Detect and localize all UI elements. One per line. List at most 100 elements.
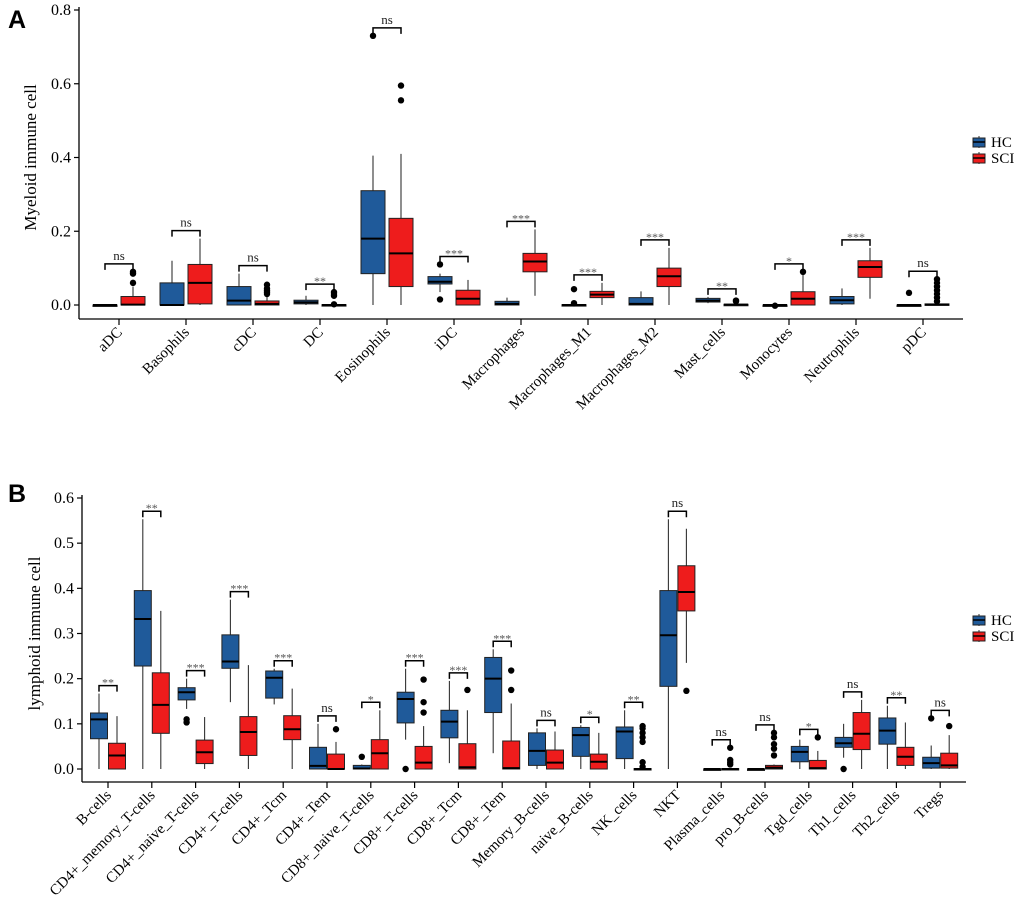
outlier-point — [639, 734, 646, 741]
box-hc — [293, 295, 319, 305]
y-tick-label: 0.0 — [54, 761, 74, 778]
y-tick-label: 0.4 — [54, 580, 74, 597]
panel-b: B 0.0 0.1 0.2 0.3 0.4 0.5 0.6 lymphoid immune ce… — [8, 480, 1014, 899]
significance-bracket — [317, 715, 337, 722]
significance-label: * — [786, 254, 792, 268]
x-tick-label: Eosinophils — [332, 324, 394, 386]
significance-label: * — [806, 719, 812, 733]
significance-label: *** — [187, 661, 205, 675]
box-sci — [522, 229, 548, 296]
significance-label: *** — [445, 246, 463, 260]
significance-label: * — [587, 707, 593, 721]
significance-bracket — [506, 220, 536, 228]
box-sci — [721, 744, 740, 771]
panel-label: A — [8, 6, 26, 34]
outlier-point — [420, 709, 427, 716]
significance-bracket — [842, 691, 863, 698]
significance-label: ns — [759, 709, 771, 724]
box-body — [239, 716, 258, 756]
box-hc — [265, 668, 284, 705]
box-hc — [615, 710, 634, 769]
box-body — [458, 743, 477, 770]
box-body — [90, 712, 108, 740]
box-sci — [633, 722, 652, 771]
significance-label: ** — [102, 676, 114, 690]
outlier-point — [508, 667, 515, 674]
outlier-point — [814, 734, 821, 741]
box-sci — [455, 279, 481, 306]
x-tick-label: Basophils — [140, 324, 193, 377]
box-body — [528, 732, 546, 766]
outlier-point — [639, 759, 646, 766]
significance-bracket — [372, 27, 402, 34]
y-tick-label: 0.3 — [54, 626, 74, 643]
outlier-point — [397, 82, 405, 89]
significance-label: ns — [847, 676, 859, 691]
significance-label: *** — [847, 230, 865, 244]
box-sci — [589, 732, 608, 770]
significance-bracket — [98, 684, 118, 692]
significance-bracket — [439, 255, 469, 263]
outlier-point — [770, 734, 778, 741]
x-tick-label: Th1_cells — [806, 787, 859, 840]
y-tick-label: 0.1 — [54, 716, 74, 733]
box-hc — [90, 693, 108, 769]
box-hc — [922, 715, 941, 769]
box-hc — [829, 288, 855, 305]
significance-label: ns — [540, 704, 552, 719]
outlier-point — [639, 738, 646, 746]
box-body — [659, 590, 678, 687]
outlier-point — [771, 302, 779, 309]
box-body — [414, 745, 433, 770]
box-hc — [878, 705, 897, 769]
box-sci — [254, 281, 280, 306]
significance-label: ns — [113, 248, 125, 263]
legend-item-hc: HC — [972, 135, 1012, 151]
box-sci — [458, 686, 477, 770]
significance-bracket — [273, 659, 293, 667]
legend-item-hc: HC — [972, 613, 1012, 629]
box-body — [857, 260, 883, 278]
outlier-point — [330, 288, 338, 296]
significance-label: ns — [715, 724, 727, 739]
box-hc — [440, 680, 459, 764]
box-sci — [852, 699, 871, 769]
outlier-point — [946, 722, 953, 730]
box-body — [852, 712, 871, 751]
box-body — [309, 746, 327, 770]
y-axis-title: lymphoid immune cell — [25, 556, 44, 710]
significance-label: * — [368, 692, 374, 706]
outlier-point — [928, 715, 935, 722]
box-body — [221, 634, 240, 669]
box-sci — [656, 247, 682, 305]
box-body — [677, 565, 696, 612]
box-sci — [195, 717, 214, 769]
box-sci — [120, 268, 146, 306]
significance-bracket — [171, 229, 201, 237]
outlier-point — [570, 285, 578, 293]
outlier-point — [840, 765, 847, 773]
outlier-point — [129, 279, 137, 287]
significance-label: *** — [449, 663, 467, 677]
box-hc — [309, 723, 327, 770]
significance-label: *** — [512, 211, 530, 225]
box-sci — [414, 676, 433, 770]
x-tick-label: Mast_cells — [672, 324, 729, 381]
box-body — [484, 656, 503, 714]
outlier-point — [420, 676, 427, 683]
outlier-point — [639, 763, 646, 770]
box-hc — [221, 599, 240, 703]
outlier-point — [770, 740, 778, 748]
box-body — [571, 726, 590, 757]
outlier-point — [770, 752, 778, 759]
x-tick-label: NK_cells — [589, 787, 640, 838]
box-hc — [226, 273, 252, 306]
box-hc — [703, 768, 722, 771]
significance-label: ns — [672, 495, 684, 510]
outlier-point — [727, 744, 734, 751]
outlier-point — [639, 722, 646, 730]
significance-label: ns — [180, 215, 192, 230]
x-tick-label: Macrophages — [459, 324, 528, 393]
box-sci — [723, 297, 749, 307]
significance-label: *** — [230, 582, 248, 596]
